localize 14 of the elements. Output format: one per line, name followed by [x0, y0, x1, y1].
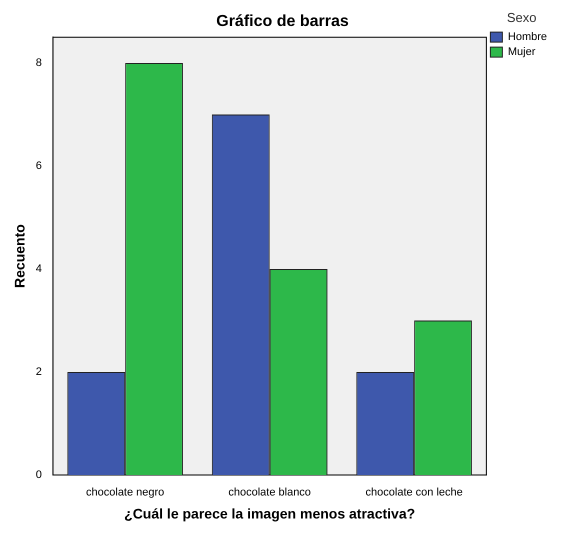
- chart-title: Gráfico de barras: [216, 13, 349, 30]
- x-axis-title: ¿Cuál le parece la imagen menos atractiva?: [124, 505, 416, 522]
- legend-title: Sexo: [506, 10, 537, 26]
- x-tick-label: chocolate negro: [86, 486, 164, 499]
- y-axis-title: Recuento: [11, 224, 28, 288]
- y-tick-label: 6: [36, 160, 42, 172]
- y-tick-label: 8: [36, 56, 42, 69]
- x-tick-label: chocolate blanco: [228, 486, 311, 499]
- legend-label: Hombre: [508, 31, 547, 44]
- x-tick-label: chocolate con leche: [366, 486, 463, 499]
- legend-label: Mujer: [508, 46, 536, 58]
- y-tick-label: 0: [36, 469, 42, 482]
- y-tick-label: 4: [36, 263, 42, 276]
- y-tick-label: 2: [36, 366, 42, 378]
